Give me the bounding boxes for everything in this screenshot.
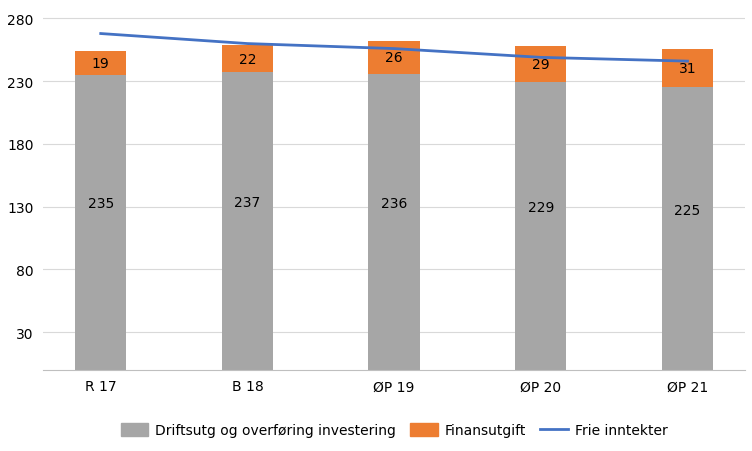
Text: 229: 229 <box>528 201 554 215</box>
Bar <box>662 88 713 370</box>
Bar <box>368 74 420 370</box>
Bar <box>515 47 566 83</box>
Bar <box>368 42 420 74</box>
Text: 31: 31 <box>678 62 696 76</box>
Text: 237: 237 <box>235 196 260 210</box>
Bar <box>662 50 713 88</box>
Bar <box>222 73 273 370</box>
Text: 29: 29 <box>532 58 550 72</box>
Text: 26: 26 <box>385 51 403 65</box>
Bar <box>222 46 273 73</box>
Bar <box>75 52 126 76</box>
Bar <box>515 83 566 370</box>
Text: 236: 236 <box>381 196 408 210</box>
Text: 19: 19 <box>92 57 110 71</box>
Text: 235: 235 <box>88 197 114 211</box>
Text: 225: 225 <box>675 203 701 217</box>
Bar <box>75 76 126 370</box>
Text: 22: 22 <box>238 52 256 66</box>
Legend: Driftsutg og overføring investering, Finansutgift, Frie inntekter: Driftsutg og overføring investering, Fin… <box>115 418 673 443</box>
